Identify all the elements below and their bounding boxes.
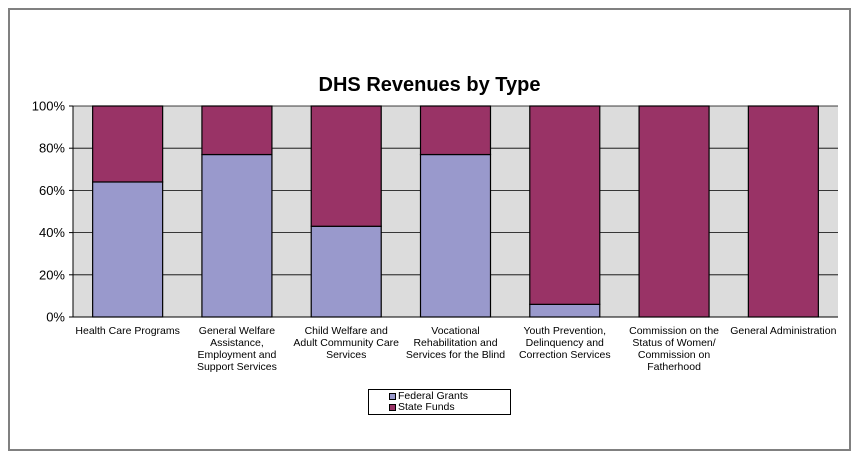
y-tick-label: 40% bbox=[39, 225, 65, 240]
legend: Federal Grants State Funds bbox=[368, 389, 511, 415]
bar-segment-federal-grants bbox=[529, 303, 601, 318]
category-label: General Welfare Assistance, Employment and… bbox=[196, 325, 277, 373]
y-tick-label: 0% bbox=[46, 310, 65, 325]
category-label: Commission on the Status of Women/Commiss… bbox=[629, 325, 719, 373]
category-label: Youth Prevention, Delinquency and Correcti… bbox=[518, 325, 611, 361]
y-tick-label: 60% bbox=[39, 183, 65, 198]
legend-swatch-state-funds bbox=[389, 404, 396, 411]
bar-segment-state-funds bbox=[638, 105, 710, 318]
y-tick-label: 80% bbox=[39, 141, 65, 156]
bar-segment-state-funds bbox=[747, 105, 819, 318]
legend-item-state-funds: State Funds bbox=[389, 402, 510, 413]
legend-item-federal-grants: Federal Grants bbox=[389, 391, 510, 402]
bar-segment-federal-grants bbox=[201, 153, 273, 318]
bar-segment-state-funds bbox=[201, 105, 273, 156]
bar-segment-state-funds bbox=[529, 105, 601, 305]
bar-segment-federal-grants bbox=[419, 153, 492, 318]
category-label: Vocational Rehabilitation and Services for… bbox=[405, 325, 506, 361]
chart-title: DHS Revenues by Type bbox=[318, 74, 541, 96]
legend-label-federal-grants: Federal Grants bbox=[398, 390, 469, 402]
bar-segment-federal-grants bbox=[310, 225, 382, 318]
category-label: Health Care Programs bbox=[75, 325, 180, 337]
bar-segment-federal-grants bbox=[92, 181, 164, 318]
legend-swatch-federal-grants bbox=[389, 393, 396, 400]
category-label: Child Welfare and Adult Community Care Ser… bbox=[293, 325, 400, 361]
y-tick-label: 20% bbox=[39, 267, 65, 282]
legend-label-state-funds: State Funds bbox=[398, 401, 455, 413]
bar-segment-state-funds bbox=[310, 105, 382, 227]
y-tick-label: 100% bbox=[32, 99, 66, 114]
bar-segment-state-funds bbox=[419, 105, 492, 156]
bar-segment-state-funds bbox=[92, 105, 164, 183]
category-label: General Administration bbox=[730, 325, 837, 337]
